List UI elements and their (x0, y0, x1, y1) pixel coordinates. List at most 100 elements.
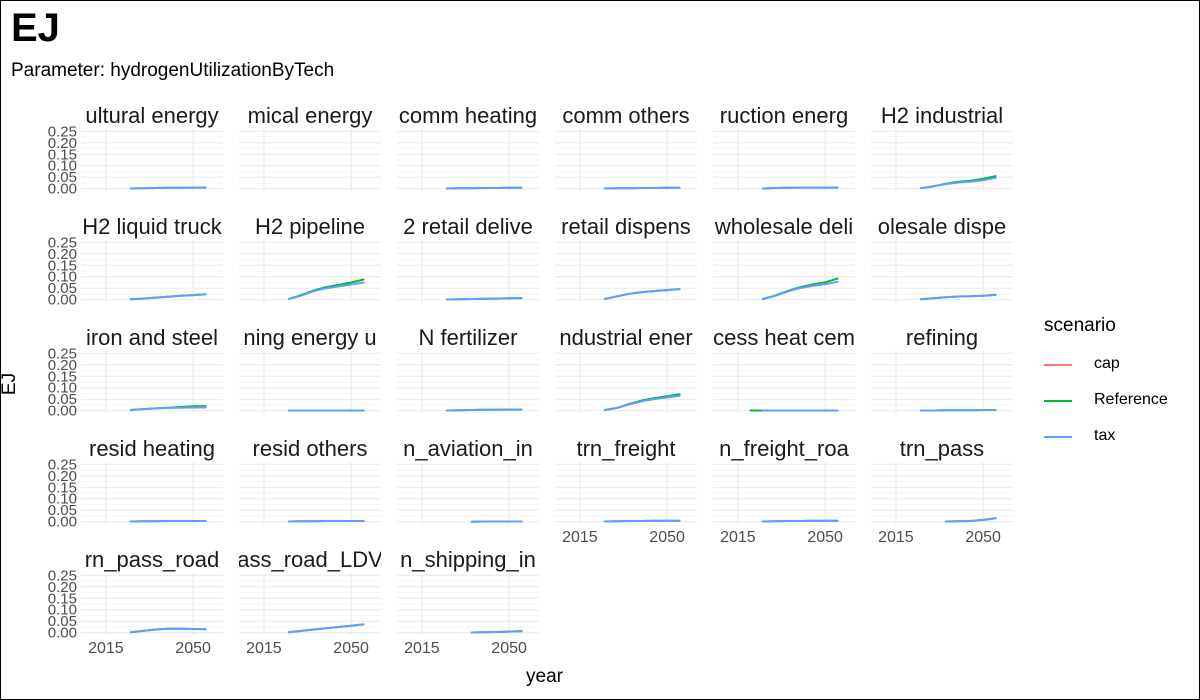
facet-strip-label: retail dispens (561, 214, 691, 239)
facet-strip-label: comm others (562, 103, 689, 128)
y-tick-label: 0.05 (48, 391, 77, 408)
y-tick-label: 0.15 (48, 590, 77, 607)
series-line-tax (603, 394, 681, 411)
facet-strip-label: ning energy u (243, 325, 376, 350)
x-tick-label: 2015 (878, 529, 914, 546)
facet-strip-label: H2 liquid truck (82, 214, 222, 239)
series-line-tax (129, 293, 207, 301)
x-tick-label: 2015 (246, 640, 282, 657)
x-tick-label: 2050 (807, 529, 843, 546)
series-line-tax (445, 408, 523, 412)
x-tick-label: 2050 (649, 529, 685, 546)
facet-strip-label: trn_pass (900, 436, 984, 461)
y-tick-label: 0.10 (48, 491, 77, 508)
y-tick-label: 0.25 (48, 345, 77, 362)
legend-key-reference (1044, 400, 1072, 402)
legend-label-cap: cap (1094, 355, 1120, 372)
y-tick-label: 0.20 (48, 468, 77, 485)
series-line-tax (603, 519, 681, 523)
facet-strip-label: ndustrial ener (559, 325, 692, 350)
chart-title: EJ (11, 6, 60, 50)
facet-strip-label: iron and steel (86, 325, 218, 350)
y-tick-label: 0.00 (48, 403, 77, 420)
y-tick-label: 0.10 (48, 602, 77, 619)
x-tick-label: 2050 (965, 529, 1001, 546)
series-line-tax (761, 186, 839, 190)
y-tick-label: 0.25 (48, 234, 77, 251)
y-tick-label: 0.10 (48, 158, 77, 175)
legend-title: scenario (1044, 315, 1116, 336)
y-tick-label: 0.05 (48, 502, 77, 519)
legend-key-tax (1044, 436, 1072, 438)
x-tick-label: 2015 (562, 529, 598, 546)
y-tick-label: 0.00 (48, 625, 77, 642)
facet-strip-label: resid heating (89, 436, 215, 461)
series-line-tax (761, 280, 839, 300)
y-tick-label: 0.25 (48, 456, 77, 473)
series-line-tax (944, 517, 997, 523)
facet-strip-label: ultural energy (85, 103, 218, 128)
x-tick-label: 2050 (175, 640, 211, 657)
facet-strip-label: rn_pass_road (85, 547, 220, 572)
series-line-tax (919, 293, 997, 301)
y-tick-label: 0.25 (48, 123, 77, 140)
y-tick-label: 0.15 (48, 146, 77, 163)
series-line-tax (445, 186, 523, 190)
y-tick-label: 0.00 (48, 514, 77, 531)
facet-strip-label: n_shipping_in (400, 547, 536, 572)
facet-strip-label: mical energy (248, 103, 373, 128)
series-line-tax (129, 186, 207, 190)
y-tick-label: 0.15 (48, 368, 77, 385)
facet-strip-label: comm heating (399, 103, 537, 128)
x-tick-label: 2015 (720, 529, 756, 546)
series-line-tax (445, 297, 523, 301)
facet-strip-label: ass_road_LDV (237, 547, 383, 572)
y-tick-label: 0.20 (48, 246, 77, 263)
x-tick-label: 2015 (404, 640, 440, 657)
legend-label-tax: tax (1094, 427, 1116, 444)
legend-key-cap (1044, 364, 1072, 366)
facet-strip-label: n_freight_roa (719, 436, 849, 461)
y-tick-label: 0.10 (48, 269, 77, 286)
y-tick-label: 0.20 (48, 357, 77, 374)
series-line-tax (129, 406, 207, 411)
y-tick-label: 0.20 (48, 579, 77, 596)
facet-strip-label: N fertilizer (418, 325, 517, 350)
series-line-tax (287, 281, 365, 300)
y-axis-title-wrap: EJ (0, 365, 37, 405)
y-tick-label: 0.00 (48, 181, 77, 198)
series-line-tax (129, 520, 207, 523)
facet-strip-label: refining (906, 325, 978, 350)
y-axis-title: EJ (0, 372, 21, 396)
facet-strip-label: resid others (253, 436, 368, 461)
facet-strip-label: H2 pipeline (255, 214, 365, 239)
y-tick-label: 0.15 (48, 479, 77, 496)
y-tick-label: 0.05 (48, 169, 77, 186)
facet-strip-label: cess heat cem (713, 325, 855, 350)
y-tick-label: 0.25 (48, 567, 77, 584)
x-tick-label: 2015 (88, 640, 124, 657)
facet-strip-label: ruction energ (720, 103, 848, 128)
facet-strip-label: n_aviation_in (403, 436, 533, 461)
series-line-tax (287, 623, 365, 634)
y-tick-label: 0.05 (48, 280, 77, 297)
series-line-tax (287, 520, 365, 523)
facet-strip-label: H2 industrial (881, 103, 1003, 128)
y-tick-label: 0.20 (48, 135, 77, 152)
x-tick-label: 2050 (333, 640, 369, 657)
chart-subtitle: Parameter: hydrogenUtilizationByTech (11, 60, 335, 81)
series-line-tax (129, 627, 207, 634)
y-tick-label: 0.10 (48, 380, 77, 397)
legend-label-reference: Reference (1094, 391, 1168, 408)
series-line-tax (919, 176, 997, 190)
y-tick-label: 0.00 (48, 292, 77, 309)
y-tick-label: 0.05 (48, 613, 77, 630)
series-line-tax (603, 288, 681, 300)
series-line-tax (919, 409, 997, 412)
x-tick-label: 2050 (491, 640, 527, 657)
series-line-tax (603, 186, 681, 190)
series-line-tax (761, 519, 839, 523)
series-line-tax (470, 630, 523, 634)
